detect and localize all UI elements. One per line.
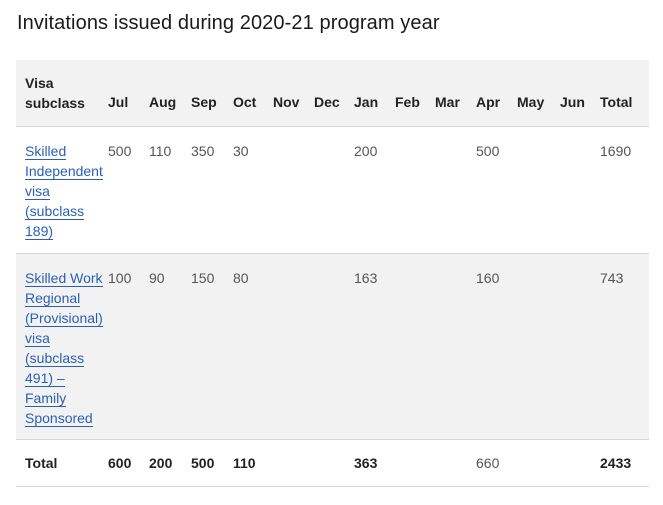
total-sep: 500 xyxy=(191,454,215,471)
visa-189-link[interactable]: Independent xyxy=(25,162,103,180)
cell-jun xyxy=(560,253,600,439)
cell-jul: 100 xyxy=(108,269,132,286)
visa-491-link[interactable]: Regional xyxy=(25,289,81,307)
header-jan: Jan xyxy=(354,93,379,110)
total-oct: 110 xyxy=(233,454,256,471)
total-total: 2433 xyxy=(600,454,632,471)
total-jul: 600 xyxy=(108,454,132,471)
visa-491-link[interactable]: (Provisional) xyxy=(25,309,103,327)
cell-may xyxy=(517,126,560,253)
cell-dec xyxy=(314,126,354,253)
cell-jan: 200 xyxy=(354,142,378,159)
cell-mar xyxy=(435,253,476,439)
cell-apr: 500 xyxy=(476,142,500,159)
visa-cell: Skilled Work Regional (Provisional) visa… xyxy=(16,253,108,439)
cell-nov xyxy=(273,126,314,253)
cell-aug: 110 xyxy=(149,142,172,159)
total-nov xyxy=(273,439,314,486)
cell-sep: 350 xyxy=(191,142,215,159)
visa-cell: Skilled Independent visa (subclass 189) xyxy=(16,126,108,253)
total-apr: 660 xyxy=(476,454,500,471)
total-mar xyxy=(435,439,476,486)
cell-jul: 500 xyxy=(108,142,132,159)
total-label: Total xyxy=(25,454,58,471)
cell-total: 1690 xyxy=(600,142,632,159)
total-feb xyxy=(395,439,435,486)
visa-491-link[interactable]: Skilled Work xyxy=(25,269,103,287)
cell-apr: 160 xyxy=(476,269,500,286)
header-oct: Oct xyxy=(233,93,257,110)
cell-nov xyxy=(273,253,314,439)
cell-feb xyxy=(395,126,435,253)
cell-oct: 30 xyxy=(233,142,249,159)
total-jun xyxy=(560,439,600,486)
visa-189-link[interactable]: Skilled xyxy=(25,142,67,160)
cell-mar xyxy=(435,126,476,253)
visa-491-link[interactable]: visa xyxy=(25,329,50,347)
header-jun: Jun xyxy=(560,93,585,110)
header-apr: Apr xyxy=(476,93,501,110)
visa-491-link[interactable]: (subclass xyxy=(25,349,85,367)
header-dec: Dec xyxy=(314,93,340,110)
header-nov: Nov xyxy=(273,93,300,110)
header-aug: Aug xyxy=(149,93,177,110)
cell-jun xyxy=(560,126,600,253)
total-aug: 200 xyxy=(149,454,173,471)
invitations-table: Visa subclass Jul Aug Sep Oct Nov Dec Ja… xyxy=(16,60,649,487)
header-may: May xyxy=(517,93,545,110)
cell-dec xyxy=(314,253,354,439)
cell-aug: 90 xyxy=(149,269,165,286)
header-sep: Sep xyxy=(191,93,217,110)
total-row: Total 600 200 500 110 363 660 2433 xyxy=(16,439,649,486)
header-row: Visa subclass Jul Aug Sep Oct Nov Dec Ja… xyxy=(16,60,649,126)
header-visa-line-1: Visa xyxy=(25,75,54,91)
header-jul: Jul xyxy=(108,93,129,110)
visa-491-link[interactable]: 491) – xyxy=(25,369,65,387)
table-row: Skilled Work Regional (Provisional) visa… xyxy=(16,253,649,439)
visa-189-link[interactable]: visa xyxy=(25,182,50,200)
table-row: Skilled Independent visa (subclass 189) … xyxy=(16,126,649,253)
visa-491-link[interactable]: Sponsored xyxy=(25,409,93,427)
cell-total: 743 xyxy=(600,269,624,286)
header-mar: Mar xyxy=(435,93,460,110)
visa-189-link[interactable]: 189) xyxy=(25,222,54,240)
cell-jan: 163 xyxy=(354,269,378,286)
cell-sep: 150 xyxy=(191,269,215,286)
total-dec xyxy=(314,439,354,486)
page-title: Invitations issued during 2020-21 progra… xyxy=(17,12,440,34)
visa-189-link[interactable]: (subclass xyxy=(25,202,85,220)
header-feb: Feb xyxy=(395,93,420,110)
visa-491-link[interactable]: Family xyxy=(25,389,67,407)
cell-feb xyxy=(395,253,435,439)
header-total: Total xyxy=(600,93,633,110)
header-visa-line-2: subclass xyxy=(25,95,85,111)
cell-may xyxy=(517,253,560,439)
total-may xyxy=(517,439,560,486)
cell-oct: 80 xyxy=(233,269,249,286)
total-jan: 363 xyxy=(354,454,378,471)
header-visa-subclass: Visa subclass xyxy=(16,60,108,126)
